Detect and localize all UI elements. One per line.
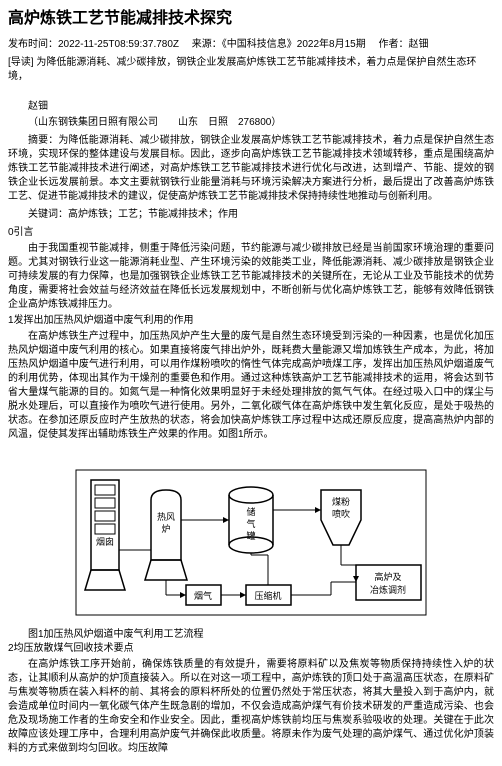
- summary-label: [导读]: [8, 57, 34, 68]
- tank-label-3: 罐: [246, 530, 255, 541]
- affiliation: （山东钢铁集团日照有限公司 山东 日照 276800）: [8, 116, 494, 130]
- publish-time-label: 发布时间：: [8, 39, 58, 50]
- author: 赵钿: [409, 39, 429, 50]
- furnace-label-2: 冶炼调剂: [370, 584, 406, 595]
- keywords-text: 高炉炼铁；工艺；节能减排技术；作用: [68, 209, 238, 220]
- flue-gas-icon: 烟气: [186, 585, 221, 605]
- source-label: 来源：: [192, 39, 222, 50]
- arrow-icon: [180, 592, 186, 598]
- summary-text: 为降低能源消耗、减少碳排放，钢铁企业发展高炉炼铁工艺节能减排技术，着力点是保护自…: [8, 57, 476, 82]
- tank-label-2: 气: [246, 518, 255, 529]
- arrow-icon: [240, 592, 246, 598]
- summary: [导读] 为降低能源消耗、减少碳排放，钢铁企业发展高炉炼铁工艺节能减排技术，着力…: [8, 56, 494, 84]
- hot-stove-label-2: 炉: [161, 523, 170, 534]
- section2-paragraph: 在高炉炼铁工序开始前，确保炼铁质量的有效提升，需要将原料矿以及焦炭等物质保持持续…: [8, 658, 494, 756]
- intro-paragraph: 由于我国重视节能减排，侧重于降低污染问题，节约能源与减少碳排放已经是当前国家环境…: [8, 242, 494, 312]
- author-name: 赵钿: [8, 100, 494, 114]
- flue-gas-label: 烟气: [194, 590, 212, 601]
- arrow-icon: [353, 576, 359, 582]
- publish-time: 2022-11-25T08:59:37.780Z: [58, 39, 179, 50]
- storage-tank-icon: 储 气 罐: [229, 487, 273, 553]
- coal-blow-label-2: 喷吹: [332, 508, 350, 519]
- section2-title: 2均压放散煤气回收技术要点: [8, 642, 494, 656]
- figure1: 烟囱 热风 炉 储 气 罐 煤粉 喷吹: [8, 450, 494, 620]
- process-diagram: 烟囱 热风 炉 储 气 罐 煤粉 喷吹: [71, 450, 431, 620]
- furnace-label-1: 高炉及: [374, 571, 401, 582]
- page-title: 高炉炼铁工艺节能减排技术探究: [8, 8, 494, 30]
- keywords-label: 关键词：: [28, 209, 68, 220]
- keywords: 关键词：高炉炼铁；工艺；节能减排技术；作用: [8, 208, 494, 222]
- figure1-caption: 图1加压热风炉烟道中废气利用工艺流程: [8, 628, 494, 642]
- section1-paragraph: 在高炉炼铁生产过程中，加压热风炉产生大量的废气是自然生态环境受到污染的一种因素，…: [8, 330, 494, 442]
- tank-label-1: 储: [246, 506, 255, 517]
- meta-info: 发布时间：2022-11-25T08:59:37.780Z 来源：《中国科技信息…: [8, 38, 494, 52]
- hot-stove-icon: 热风 炉: [145, 490, 187, 580]
- hot-stove-label-1: 热风: [157, 511, 175, 522]
- section1-title: 1发挥出加压热风炉烟道中废气利用的作用: [8, 314, 494, 328]
- abstract-text: 为降低能源消耗、减少碳排放，钢铁企业发展高炉炼铁工艺节能减排技术，着力点是保护自…: [8, 135, 494, 202]
- compressor-label: 压缩机: [254, 590, 281, 601]
- source: 《中国科技信息》2022年8月15期: [222, 39, 366, 50]
- compressor-icon: 压缩机: [246, 585, 291, 605]
- coal-blow-label-1: 煤粉: [332, 496, 350, 507]
- abstract-label: 摘要：: [28, 135, 58, 146]
- author-label: 作者：: [379, 39, 409, 50]
- coal-blow-icon: 煤粉 喷吹: [321, 490, 361, 545]
- furnace-icon: 高炉及 冶炼调剂: [356, 565, 421, 600]
- arrow-icon: [315, 507, 321, 513]
- arrow-icon: [223, 517, 229, 523]
- chimney-label: 烟囱: [96, 536, 114, 547]
- section-intro-title: 0引言: [8, 226, 494, 240]
- chimney-icon: 烟囱: [85, 480, 125, 590]
- abstract: 摘要：为降低能源消耗、减少碳排放，钢铁企业发展高炉炼铁工艺节能减排技术，着力点是…: [8, 134, 494, 204]
